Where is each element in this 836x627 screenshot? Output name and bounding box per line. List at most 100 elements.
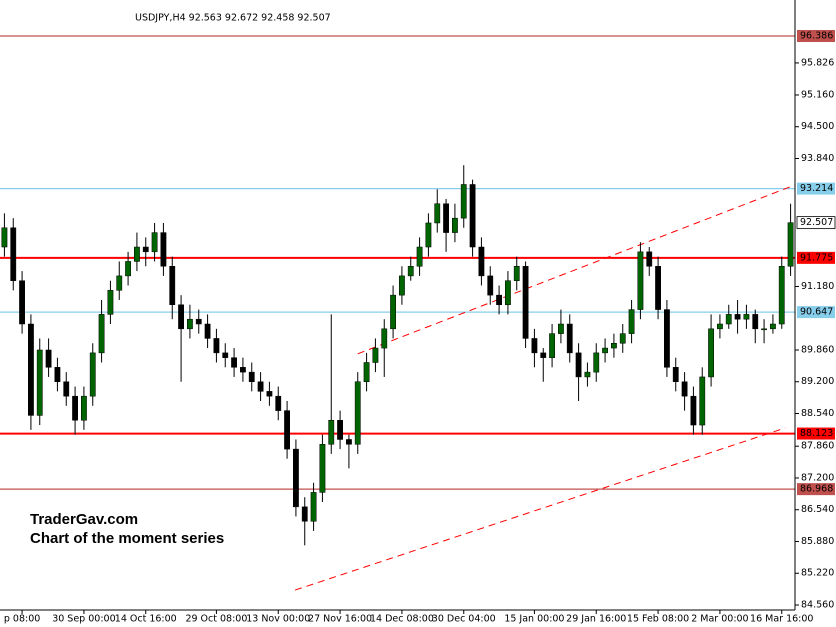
candle-body [248, 371, 255, 382]
candle-body [787, 222, 794, 267]
y-tick-label: 85.880 [801, 536, 834, 547]
x-tick-label: 2 Mar 00:00 [691, 614, 748, 625]
candle-body [708, 328, 714, 378]
candle-body [45, 349, 52, 368]
candle-body [681, 381, 688, 397]
candle-body [363, 362, 370, 382]
candle-body [178, 304, 184, 330]
candle-body [151, 232, 158, 253]
x-tick-label: 29 Oct 08:00 [185, 614, 247, 625]
candle-body [752, 314, 759, 330]
candle-body [381, 328, 388, 349]
level-label-box [797, 483, 835, 496]
candle-body [266, 391, 273, 397]
x-tick-label: 30 Dec 04:00 [432, 614, 496, 625]
candle-body [160, 232, 167, 267]
candle-body [28, 323, 34, 416]
candle-body [549, 333, 555, 358]
trendline [357, 184, 796, 355]
y-tick-label: 86.540 [801, 504, 834, 515]
level-label-box [797, 251, 835, 264]
candle-body [399, 275, 405, 296]
candle-body [672, 367, 679, 382]
candle-body [142, 246, 149, 253]
candle-body [10, 227, 17, 281]
watermark: Chart of the moment series [30, 530, 224, 547]
candle-body [460, 184, 467, 219]
candle-body [690, 395, 697, 426]
candle-body [513, 266, 520, 281]
candle-body [231, 357, 237, 368]
candle-body [98, 314, 105, 354]
level-label-box [797, 182, 835, 195]
candle-body [425, 222, 432, 248]
candle-body [452, 217, 458, 233]
x-tick-label: 14 Oct 16:00 [115, 614, 177, 625]
candle-body [36, 349, 43, 416]
candle-body [134, 246, 140, 262]
y-tick-label: 89.860 [801, 344, 834, 355]
x-tick-label: 27 Nov 16:00 [308, 614, 372, 625]
candle-body [169, 266, 176, 306]
candle-body [734, 314, 741, 320]
candle-body [63, 381, 70, 397]
candle-body [540, 352, 547, 358]
candle-body [637, 251, 644, 310]
candle-body [187, 318, 193, 330]
chart-title: USDJPY,H4 92.563 92.672 92.458 92.507 [135, 13, 331, 24]
candle-body [611, 343, 617, 349]
candle-body [602, 347, 608, 354]
candle-body [469, 184, 476, 248]
x-tick-label: 13 Nov 00:00 [246, 614, 310, 625]
candle-body [407, 266, 414, 277]
candle-body [195, 318, 202, 325]
candle-body [284, 410, 290, 450]
candle-body [628, 309, 635, 334]
candle-body [89, 352, 96, 397]
y-tick-label: 95.826 [801, 57, 834, 68]
candle-body [664, 309, 670, 368]
candle-body [116, 275, 123, 291]
candle-body [646, 251, 653, 267]
x-tick-label: 15 Feb 08:00 [627, 614, 689, 625]
x-tick-label: 14 Dec 08:00 [370, 614, 434, 625]
candle-body [346, 439, 352, 445]
x-tick-label: p 08:00 [4, 614, 40, 625]
level-label: 96.386 [800, 30, 833, 41]
candle-body [107, 290, 114, 315]
candle-body [301, 506, 308, 522]
candle-body [717, 323, 723, 330]
level-label: 91.775 [800, 252, 833, 263]
candle-body [310, 492, 317, 522]
candle-body [584, 371, 591, 378]
x-tick-label: 15 Jan 00:00 [504, 614, 564, 625]
candle-body [204, 323, 211, 339]
candle-body [593, 352, 600, 373]
candle-body [213, 338, 220, 354]
candle-body [319, 444, 326, 493]
candle-body [443, 203, 449, 233]
level-label-box [797, 306, 835, 319]
x-tick-label: 16 Mar 16:00 [750, 614, 813, 625]
candle-body [699, 376, 706, 426]
candle-body [743, 314, 750, 320]
candle-body [240, 367, 246, 373]
candle-body [522, 266, 529, 339]
candle-body [1, 227, 8, 248]
candle-body [655, 266, 661, 310]
candle-body [125, 261, 131, 277]
x-tick-label: 29 Jan 16:00 [566, 614, 626, 625]
y-tick-label: 87.200 [801, 472, 834, 483]
y-tick-label: 87.860 [801, 441, 834, 452]
level-label-box [797, 29, 835, 42]
candle-body [558, 323, 564, 334]
level-label: 88.123 [800, 428, 833, 439]
candle-body [725, 314, 732, 325]
watermark: TraderGav.com [30, 511, 138, 528]
candle-body [354, 381, 361, 445]
level-label: 86.968 [800, 484, 833, 495]
candle-body [390, 294, 396, 330]
candle-body [257, 381, 264, 392]
